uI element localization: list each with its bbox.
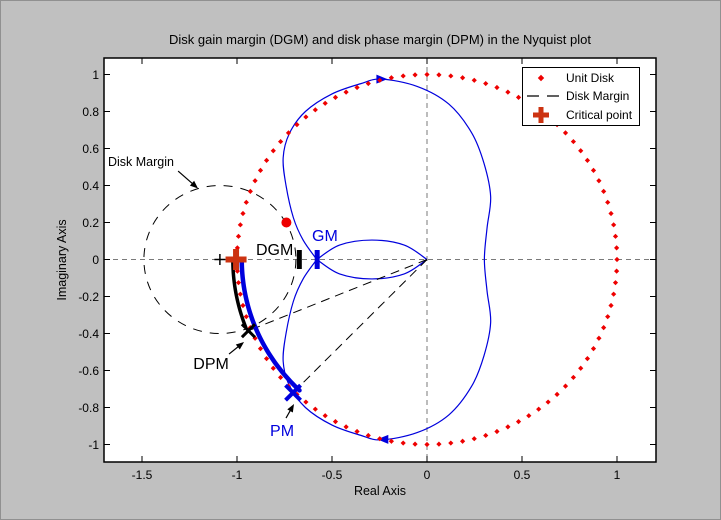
tangent-point-dot [281, 217, 292, 228]
y-tick-label: 0.2 [82, 215, 99, 230]
legend-label: Unit Disk [566, 71, 615, 86]
annotation-gm: GM [312, 228, 338, 246]
disk-margin-marker-icon [527, 95, 559, 98]
dpm-arc [231, 261, 248, 330]
x-axis-label: Real Axis [353, 484, 407, 498]
plot-title: Disk gain margin (DGM) and disk phase ma… [169, 32, 591, 47]
x-tick-label: 1 [613, 468, 621, 482]
annotation-dgm: DGM [256, 241, 294, 259]
y-tick-label: 0.8 [82, 104, 99, 119]
x-tick-label: -1 [231, 468, 243, 482]
x-tick-label: -0.5 [321, 468, 343, 482]
annotation-pm: PM [270, 423, 295, 441]
y-tick-label: 0.4 [82, 178, 99, 193]
annotation-dpm: DPM [193, 355, 229, 373]
legend-label: Disk Margin [566, 89, 630, 104]
legend-item-unit-disk: Unit Disk [526, 69, 639, 87]
legend-label: Critical point [566, 107, 633, 122]
legend-item-critical-point: Critical point [526, 106, 639, 124]
x-tick-label: -1.5 [131, 468, 153, 482]
y-tick-label: -0.2 [78, 289, 99, 304]
pm-arc [239, 258, 302, 393]
y-tick-label: -1 [88, 437, 99, 452]
annotation-disk-margin: Disk Margin [107, 154, 174, 169]
unit-disk-marker-icon [537, 74, 545, 82]
nyquist-direction-arrow [377, 434, 389, 444]
margin-rays [248, 259, 428, 394]
y-tick-label: -0.4 [78, 326, 99, 341]
critical-point-marker-icon [533, 106, 549, 123]
x-tick-label: 0 [423, 468, 431, 482]
y-tick-label: -0.8 [78, 400, 99, 415]
legend-box: Unit Disk Disk Margin Critical point [522, 67, 640, 126]
y-tick-label: 0.6 [82, 141, 99, 156]
axes-box [103, 57, 657, 463]
y-tick-label: 0 [92, 252, 99, 267]
y-tick-label: 1 [92, 67, 99, 82]
x-tick-label: 0.5 [513, 468, 531, 482]
legend-item-disk-margin: Disk Margin [526, 87, 639, 105]
margin-markers [214, 217, 320, 402]
margin-arcs [231, 258, 302, 393]
annotation-arrows [177, 170, 294, 419]
y-tick-label: -0.6 [78, 363, 99, 378]
disk-margin-circle [143, 185, 297, 334]
